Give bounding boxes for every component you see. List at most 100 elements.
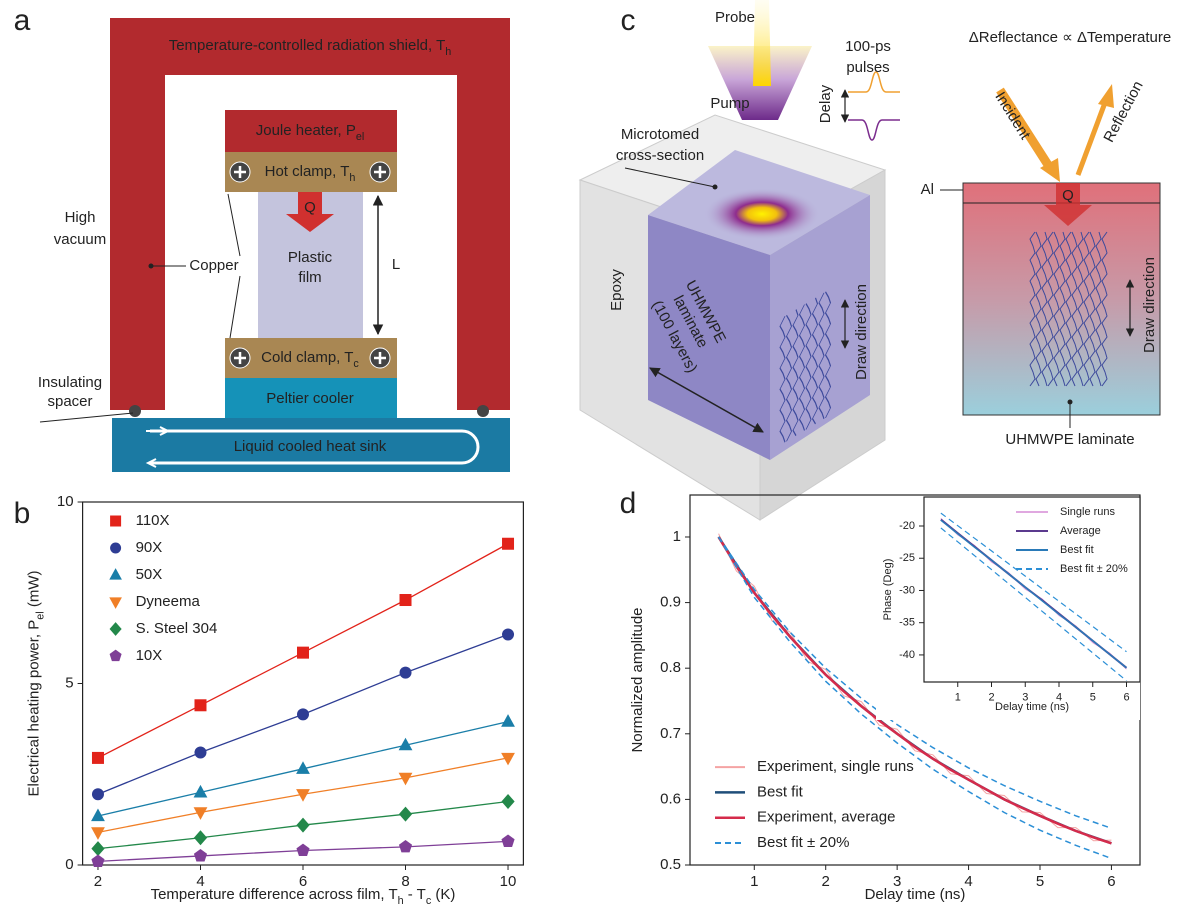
y-axis-label: Electrical heating power, Pel (mW) bbox=[26, 571, 47, 797]
heated-spot bbox=[704, 188, 820, 240]
probe-beam bbox=[753, 0, 771, 86]
pulses-label: pulses bbox=[846, 59, 889, 76]
marker bbox=[400, 594, 412, 606]
y-axis-label-part: Electrical heating power, P bbox=[26, 620, 43, 797]
x-tick-label: 6 bbox=[1123, 691, 1129, 703]
y-tick-label: -20 bbox=[899, 520, 915, 532]
cold-clamp-label-subscript: c bbox=[353, 358, 359, 370]
probe-label: Probe bbox=[715, 9, 755, 26]
x-tick-label: 10 bbox=[500, 873, 517, 890]
spacer-label: spacer bbox=[47, 393, 92, 410]
legend-label: Best fit ± 20% bbox=[757, 834, 849, 851]
y-tick-label: -35 bbox=[899, 617, 915, 629]
hot-clamp-label-subscript: h bbox=[349, 172, 355, 184]
shield-label-subscript: h bbox=[445, 46, 451, 58]
spacer-label: Insulating bbox=[38, 374, 102, 391]
panel-label: a bbox=[14, 4, 31, 37]
y-tick-label: -30 bbox=[899, 584, 915, 596]
legend-label: Best fit bbox=[757, 783, 804, 800]
length-label: L bbox=[392, 256, 400, 273]
marker bbox=[502, 628, 514, 640]
heat-flow-label: Q bbox=[304, 199, 316, 216]
y-tick-label: 10 bbox=[57, 493, 74, 510]
x-axis-label: Temperature difference across film, Th -… bbox=[151, 886, 456, 907]
x-tick-label: 2 bbox=[988, 691, 994, 703]
plot-area bbox=[98, 544, 508, 862]
hot-clamp-label-part: Hot clamp, T bbox=[265, 163, 350, 180]
legend-marker bbox=[110, 516, 121, 527]
marker bbox=[399, 840, 412, 852]
x-tick-label: 6 bbox=[1107, 873, 1115, 890]
laminate-label: UHMWPE laminate bbox=[1005, 431, 1134, 448]
legend-label: Single runs bbox=[1060, 506, 1116, 518]
panel-label: b bbox=[14, 497, 31, 530]
spacer bbox=[129, 405, 141, 417]
legend-label: 90X bbox=[136, 539, 163, 556]
legend-label: Best fit bbox=[1060, 544, 1094, 556]
x-axis-label-part: - T bbox=[404, 886, 426, 903]
marker bbox=[297, 708, 309, 720]
marker bbox=[296, 844, 309, 856]
legend-marker bbox=[110, 543, 121, 554]
marker bbox=[501, 794, 514, 809]
vacuum-label: High bbox=[65, 209, 96, 226]
spacer bbox=[477, 405, 489, 417]
leader-dot bbox=[713, 185, 718, 190]
marker bbox=[194, 830, 207, 845]
draw-direction-label: Draw direction bbox=[1141, 257, 1158, 353]
marker bbox=[400, 667, 412, 679]
figure: abcdTemperature-controlled radiation shi… bbox=[0, 0, 1185, 912]
y-tick-label: 0.6 bbox=[660, 790, 681, 807]
legend-label: 10X bbox=[136, 647, 163, 664]
page: {"panel_labels": ["a", "b", "c", "d"], "… bbox=[0, 0, 1185, 912]
y-tick-label: 0.8 bbox=[660, 659, 681, 676]
film-label: film bbox=[298, 269, 321, 286]
pump-label: Pump bbox=[710, 95, 749, 112]
x-axis-label-part: Temperature difference across film, T bbox=[151, 886, 398, 903]
epoxy-label: Epoxy bbox=[608, 269, 625, 311]
y-axis-label: Normalized amplitude bbox=[629, 607, 646, 752]
y-tick-label: 1 bbox=[673, 528, 681, 545]
x-tick-label: 2 bbox=[94, 873, 102, 890]
legend-marker bbox=[109, 597, 122, 609]
film-label: Plastic bbox=[288, 249, 333, 266]
y-tick-label: 0.7 bbox=[660, 725, 681, 742]
reflected-head bbox=[1098, 84, 1114, 108]
draw-direction-label: Draw direction bbox=[853, 284, 870, 380]
legend-marker bbox=[110, 622, 122, 636]
marker bbox=[194, 849, 207, 861]
marker bbox=[91, 841, 104, 856]
legend-marker bbox=[109, 568, 122, 580]
x-tick-label: 2 bbox=[822, 873, 830, 890]
heat-sink-label: Liquid cooled heat sink bbox=[234, 438, 387, 455]
panel-label: c bbox=[621, 4, 636, 37]
legend-label: Dyneema bbox=[136, 593, 201, 610]
marker bbox=[92, 752, 104, 764]
marker bbox=[501, 714, 515, 727]
x-tick-label: 1 bbox=[750, 873, 758, 890]
x-tick-label: 4 bbox=[964, 873, 972, 890]
marker bbox=[501, 835, 514, 847]
delay-label: Delay bbox=[817, 84, 834, 123]
legend-label: 110X bbox=[136, 512, 170, 529]
cross-section-label: cross-section bbox=[616, 147, 704, 164]
y-tick-label: 0.9 bbox=[660, 594, 681, 611]
marker bbox=[194, 699, 206, 711]
reflection-label: Reflection bbox=[1100, 78, 1146, 145]
heater-label-subscript: el bbox=[356, 131, 364, 143]
x-axis-label-part: (K) bbox=[431, 886, 455, 903]
legend-label: Average bbox=[1060, 525, 1101, 537]
x-tick-label: 5 bbox=[1036, 873, 1044, 890]
relation-label: ΔReflectance ∝ ΔTemperature bbox=[969, 29, 1172, 46]
cold-clamp-label-part: Cold clamp, T bbox=[261, 349, 353, 366]
x-tick-label: 1 bbox=[955, 691, 961, 703]
heat-flow-label: Q bbox=[1062, 187, 1074, 204]
y-tick-label: -25 bbox=[899, 552, 915, 564]
marker bbox=[399, 807, 412, 822]
pulses-label: 100-ps bbox=[845, 38, 891, 55]
incident-label: Incident bbox=[991, 89, 1034, 143]
peltier-label: Peltier cooler bbox=[266, 390, 354, 407]
y-tick-label: 5 bbox=[65, 674, 73, 691]
